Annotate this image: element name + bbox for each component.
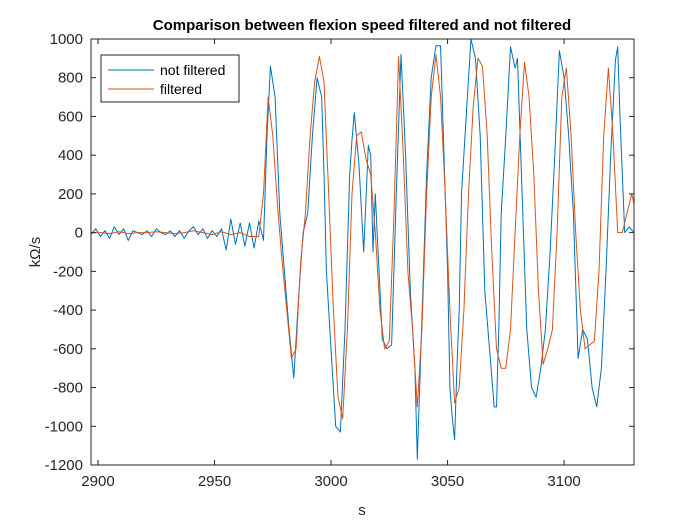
chart-title: Comparison between flexion speed filtere… xyxy=(153,17,571,34)
y-tick-label: -400 xyxy=(53,302,83,319)
y-tick-label: -1200 xyxy=(45,457,83,474)
plot-area xyxy=(91,39,634,465)
legend-label-filtered: filtered xyxy=(160,81,202,97)
x-tick-label: 2950 xyxy=(198,473,231,490)
y-tick-label: 400 xyxy=(58,147,83,164)
x-tick-label: 3000 xyxy=(314,473,347,490)
ticks-layer: 2900 2950 3000 3050 3100 -1200 -1000 -800 -600 -4… xyxy=(45,31,634,490)
series-line-filtered xyxy=(91,54,635,419)
y-tick-label: 800 xyxy=(58,70,83,87)
legend-label-not-filtered: not filtered xyxy=(160,62,225,78)
axes-box xyxy=(90,38,635,466)
x-tick-label: 3100 xyxy=(547,473,580,490)
y-tick-label: 0 xyxy=(75,225,83,242)
y-tick-label: -600 xyxy=(53,341,83,358)
x-tick-label: 2900 xyxy=(81,473,114,490)
y-tick-label: 1000 xyxy=(50,31,83,48)
y-tick-label: -200 xyxy=(53,263,83,280)
y-tick-label: -1000 xyxy=(45,418,83,435)
y-axis-label: kΩ/s xyxy=(27,237,44,267)
legend: not filtered filtered xyxy=(100,54,240,103)
y-tick-label: -800 xyxy=(53,380,83,397)
x-axis-label: s xyxy=(358,502,366,519)
legend-box xyxy=(100,54,240,103)
y-tick-label: 600 xyxy=(58,108,83,125)
series-layer xyxy=(90,38,635,460)
y-tick-label: 200 xyxy=(58,186,83,203)
x-tick-label: 3050 xyxy=(431,473,464,490)
